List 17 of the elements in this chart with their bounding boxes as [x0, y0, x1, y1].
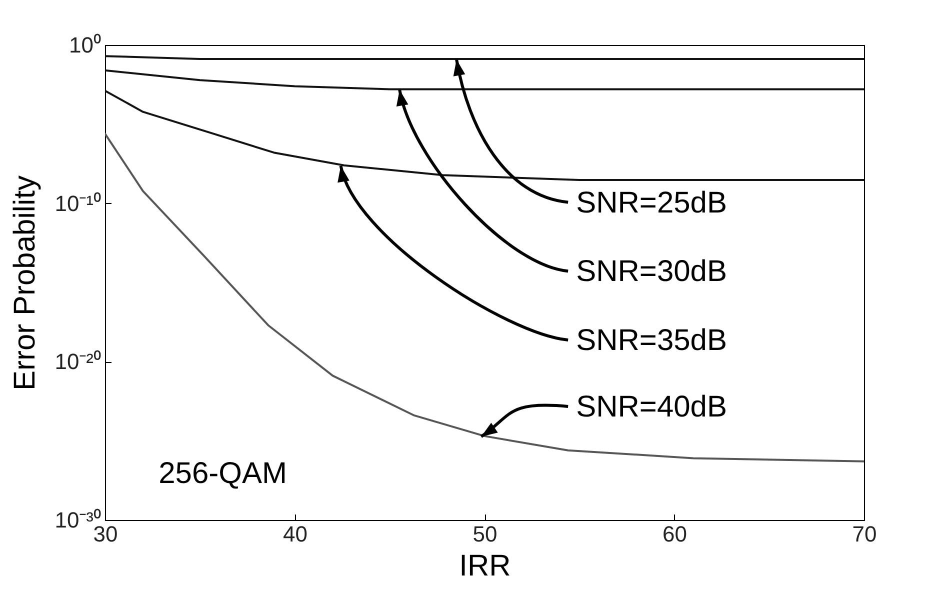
- x-tick-label: 70: [852, 522, 877, 546]
- y-tick-label: 10⁰: [69, 32, 102, 58]
- annotation: SNR=25dB: [576, 186, 728, 220]
- annotation: SNR=35dB: [576, 324, 728, 357]
- x-axis-title: IRR: [459, 550, 511, 582]
- x-tick-label: 50: [472, 522, 498, 546]
- line-series: [105, 69, 864, 90]
- x-tick-label: 40: [283, 522, 308, 546]
- x-tick-label: 60: [662, 522, 687, 546]
- line-series: [105, 132, 864, 462]
- y-tick-label: 10⁻¹⁰: [54, 190, 102, 216]
- annotation: SNR=40dB: [576, 390, 728, 424]
- y-axis-title: Error Probability: [8, 175, 42, 391]
- annotation: SNR=30dB: [576, 255, 728, 288]
- annotation: 256-QAM: [158, 457, 288, 490]
- line-series: [105, 90, 864, 181]
- y-tick-label: 10⁻²⁰: [54, 349, 102, 374]
